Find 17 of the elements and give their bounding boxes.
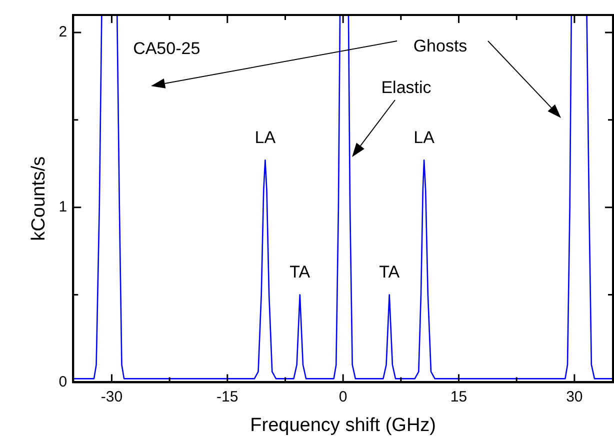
y-axis-title: kCounts/s (28, 156, 50, 241)
x-tick-label: -15 (216, 388, 238, 406)
x-tick-label: 0 (338, 388, 348, 406)
annotation: LA (414, 128, 436, 147)
x-tick-label: 30 (566, 388, 583, 406)
x-tick-label: -30 (100, 388, 123, 406)
x-tick-label: 15 (450, 388, 468, 406)
annotation: CA50-25 (133, 39, 200, 58)
annotation: Elastic (381, 78, 432, 98)
annotation: Ghosts (413, 36, 468, 56)
y-tick-label: 0 (58, 373, 68, 390)
annotation: TA (290, 262, 311, 282)
annotation: TA (379, 262, 400, 282)
y-tick-label: 1 (58, 198, 68, 216)
x-axis-title: Frequency shift (GHz) (250, 414, 436, 436)
y-tick-label: 2 (58, 24, 68, 41)
annotation: LA (254, 128, 276, 147)
